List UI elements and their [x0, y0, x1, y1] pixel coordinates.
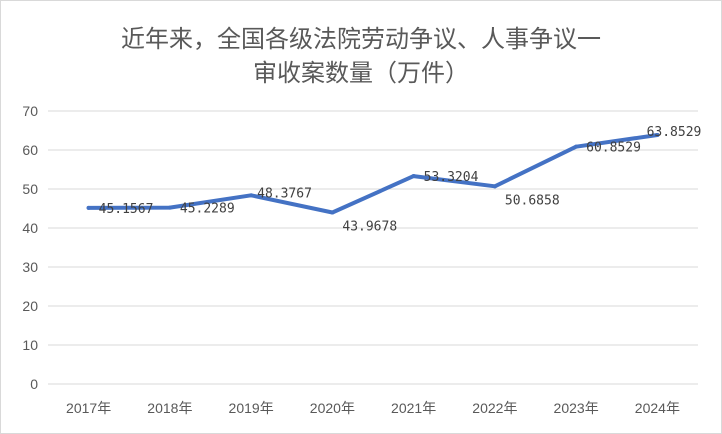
y-tick-label: 60	[22, 142, 38, 158]
x-tick-label: 2023年	[554, 400, 599, 416]
data-label: 63.8529	[647, 125, 702, 140]
y-tick-label: 50	[22, 181, 38, 197]
data-label: 50.6858	[505, 193, 560, 208]
data-point	[167, 205, 172, 210]
data-point	[655, 132, 660, 137]
y-tick-label: 10	[22, 337, 38, 353]
y-tick-label: 0	[30, 376, 38, 392]
x-tick-label: 2022年	[472, 400, 517, 416]
data-label: 48.3767	[257, 186, 312, 201]
data-point	[86, 205, 91, 210]
x-tick-label: 2020年	[310, 400, 355, 416]
data-point	[330, 210, 335, 215]
data-label: 53.3204	[424, 170, 479, 185]
data-point	[249, 193, 254, 198]
y-tick-label: 30	[22, 259, 38, 275]
y-tick-label: 40	[22, 220, 38, 236]
data-point	[574, 144, 579, 149]
y-tick-label: 20	[22, 298, 38, 314]
y-axis-tick-labels: 0 10 20 30 40 50 60 70	[22, 103, 38, 392]
data-point	[411, 174, 416, 179]
gridlines	[48, 110, 698, 385]
series	[86, 132, 660, 215]
data-labels: 45.1567 45.2289 48.3767 43.9678 53.3204 50.68…	[99, 125, 702, 235]
y-tick-label: 70	[22, 103, 38, 119]
data-label: 60.8529	[586, 141, 641, 156]
x-tick-label: 2018年	[147, 400, 192, 416]
x-tick-label: 2021年	[391, 400, 436, 416]
series-line	[86, 133, 660, 215]
chart-title-line-2: 审收案数量（万件）	[253, 59, 469, 87]
data-point	[492, 184, 497, 189]
chart-title-line-1: 近年来，全国各级法院劳动争议、人事争议一	[121, 25, 601, 53]
data-label: 45.2289	[180, 202, 235, 217]
x-tick-label: 2019年	[229, 400, 274, 416]
x-tick-label: 2017年	[66, 400, 111, 416]
x-axis-tick-labels: 2017年 2018年 2019年 2020年 2021年 2022年 2023年 2024年	[66, 400, 680, 416]
data-label: 45.1567	[99, 202, 154, 217]
x-tick-label: 2024年	[635, 400, 680, 416]
data-label: 43.9678	[342, 220, 397, 235]
